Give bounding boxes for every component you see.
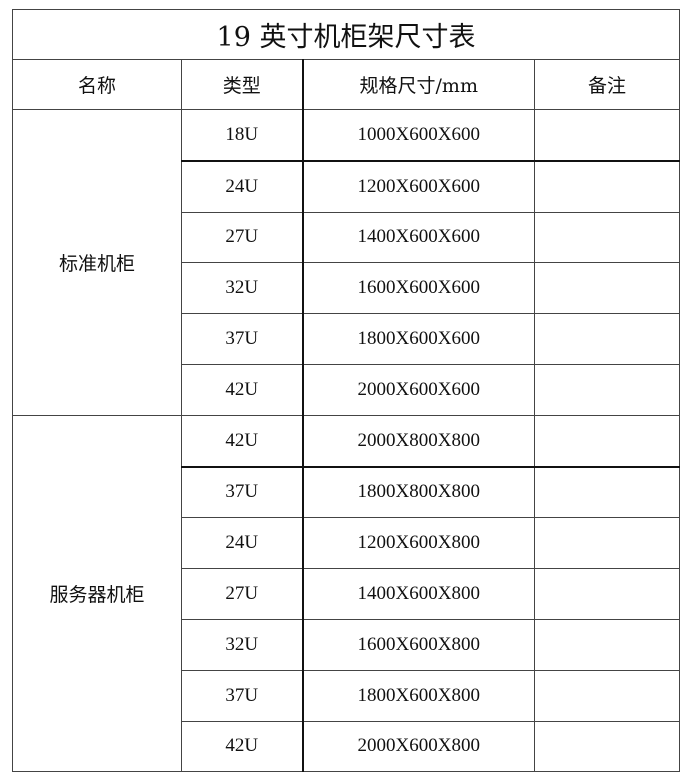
group-name: 服务器机柜 [12, 414, 182, 773]
table-row: 32U 1600X600X600 [13, 262, 681, 315]
size-cell: 1800X600X800 [301, 669, 535, 722]
header-name: 名称 [12, 59, 182, 110]
size-cell: 1600X600X600 [301, 262, 535, 315]
type-cell: 18U [181, 108, 303, 162]
note-cell [533, 363, 681, 416]
table-row: 27U 1400X600X600 [13, 211, 681, 264]
table-row: 37U 1800X800X800 [13, 465, 681, 519]
table-row: 42U 2000X600X800 [13, 720, 681, 773]
header-type: 类型 [181, 59, 303, 110]
header-note: 备注 [533, 59, 681, 110]
size-cell: 1000X600X600 [301, 108, 535, 162]
table-title: 19 英寸机柜架尺寸表 [11, 9, 681, 60]
size-cell: 2000X600X600 [301, 363, 535, 416]
type-cell: 42U [181, 363, 303, 416]
note-cell [533, 414, 681, 468]
note-cell [533, 465, 681, 519]
note-cell [533, 517, 681, 570]
table-row: 标准机柜 18U 1000X600X600 [12, 108, 681, 416]
type-cell: 42U [181, 720, 303, 773]
type-cell: 27U [181, 211, 303, 264]
size-cell: 1800X800X800 [301, 465, 535, 519]
group-name: 标准机柜 [12, 109, 182, 416]
note-cell [533, 108, 681, 162]
note-cell [533, 568, 681, 620]
table-row: 37U 1800X600X600 [13, 313, 681, 365]
note-cell [533, 211, 681, 264]
note-cell [533, 313, 681, 365]
size-cell: 1400X600X800 [301, 568, 535, 620]
table-row: 27U 1400X600X800 [13, 568, 681, 620]
size-cell: 1800X600X600 [301, 313, 535, 365]
size-cell: 1400X600X600 [301, 211, 535, 264]
note-cell [533, 262, 681, 315]
note-cell [533, 720, 681, 773]
type-cell: 37U [181, 669, 303, 722]
size-cell: 2000X800X800 [301, 414, 535, 468]
size-cell: 1200X600X600 [301, 159, 535, 213]
note-cell [533, 669, 681, 722]
type-cell: 37U [181, 465, 303, 519]
type-cell: 42U [181, 414, 303, 468]
type-cell: 24U [181, 159, 303, 213]
header-size: 规格尺寸/mm [301, 59, 535, 110]
table-row: 服务器机柜 42U 2000X800X800 [12, 414, 681, 773]
type-cell: 37U [181, 313, 303, 365]
size-cell: 1200X600X800 [301, 517, 535, 570]
table-row: 24U 1200X600X800 [13, 517, 681, 570]
size-cell: 2000X600X800 [301, 720, 535, 773]
size-cell: 1600X600X800 [301, 618, 535, 671]
type-cell: 32U [181, 262, 303, 315]
note-cell [533, 618, 681, 671]
note-cell [533, 159, 681, 213]
table-row: 24U 1200X600X600 [13, 159, 681, 213]
type-cell: 24U [181, 517, 303, 570]
cabinet-size-table: 19 英寸机柜架尺寸表 名称 类型 规格尺寸/mm 备注 标准机柜 18U 1000… [11, 9, 681, 773]
table-row: 42U 2000X600X600 [13, 363, 681, 416]
type-cell: 32U [181, 618, 303, 671]
type-cell: 27U [181, 568, 303, 620]
